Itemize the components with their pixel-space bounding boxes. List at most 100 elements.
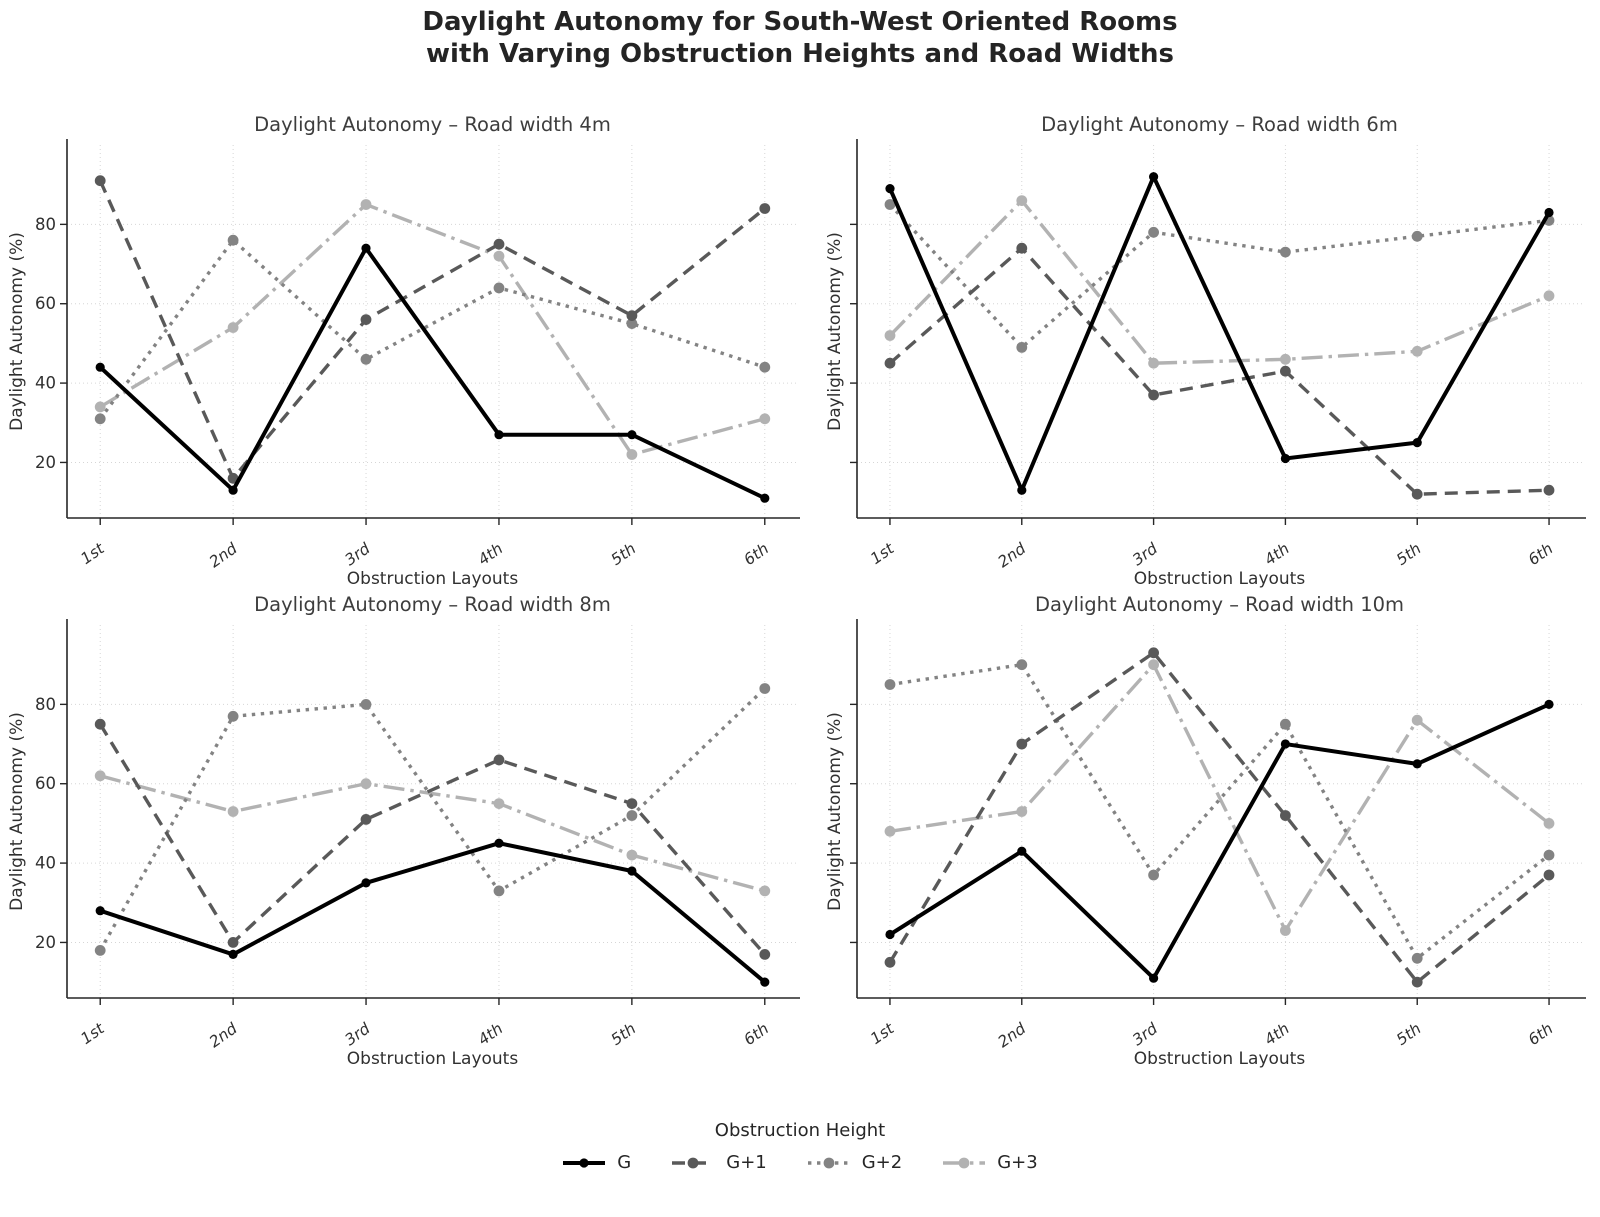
data-point-marker — [360, 778, 372, 790]
subplot-road-width-4m: 20 40 60 80 1st 2nd 3rd 4th 5th 6th Obstruction La… — [0, 100, 802, 600]
data-point-marker — [885, 929, 895, 940]
legend-marker — [823, 1157, 835, 1168]
legend-sample-gplus1 — [672, 1157, 715, 1168]
data-point-marker — [94, 945, 106, 956]
data-point-marker — [1280, 453, 1290, 464]
x-tick-label: 1st — [867, 1019, 898, 1048]
legend-label: G+2 — [861, 1152, 903, 1173]
legend-item-gplus2: G+2 — [807, 1152, 902, 1173]
data-point-marker — [1017, 846, 1027, 856]
axes-spines — [66, 619, 802, 999]
x-tick-label: 6th — [741, 1020, 772, 1050]
data-point-marker — [760, 977, 770, 987]
legend-item-gplus1: G+1 — [671, 1152, 767, 1173]
figure-title-line1: Daylight Autonomy for South-West Oriente… — [422, 7, 1178, 37]
data-point-marker — [626, 310, 638, 321]
plot-title: Daylight Autonomy – Road width 6m — [1041, 113, 1398, 136]
data-point-marker — [361, 878, 371, 888]
x-tick-label: 6th — [741, 540, 772, 570]
data-point-marker — [626, 849, 638, 861]
plot-title: Daylight Autonomy – Road width 4m — [254, 113, 611, 136]
data-point-marker — [227, 234, 239, 246]
data-point-marker — [759, 885, 771, 897]
x-tick-label: 3rd — [342, 1019, 374, 1049]
data-point-marker — [627, 866, 637, 876]
x-tick-label: 5th — [1393, 1020, 1424, 1050]
series-line — [888, 702, 1550, 982]
gridlines — [67, 625, 798, 998]
data-point-marker — [227, 710, 239, 722]
y-axis-label: Daylight Autonomy (%) — [825, 232, 845, 431]
data-point-marker — [1411, 345, 1423, 357]
series-g — [885, 699, 1554, 983]
data-point-marker — [360, 699, 372, 710]
data-point-marker — [360, 353, 372, 365]
series-line — [888, 198, 1550, 365]
data-point-marker — [494, 838, 504, 848]
data-point-marker — [94, 718, 106, 730]
data-point-marker — [228, 485, 238, 495]
data-point-marker — [493, 754, 505, 766]
data-point-marker — [1016, 342, 1028, 353]
series-line — [99, 202, 766, 457]
data-point-marker — [493, 238, 505, 250]
data-point-marker — [884, 956, 896, 968]
data-point-marker — [1543, 290, 1555, 302]
series-line — [888, 650, 1551, 985]
x-tick-label: 4th — [1261, 540, 1292, 570]
data-point-marker — [884, 825, 896, 837]
series-gplus1 — [94, 175, 771, 484]
legend-item-gplus3: G+3 — [942, 1152, 1038, 1173]
data-point-marker — [759, 361, 771, 373]
series-line — [98, 180, 766, 482]
series-gplus1 — [884, 647, 1555, 988]
data-point-marker — [1543, 869, 1555, 881]
x-tick-label: 4th — [475, 540, 506, 570]
legend-items: G G+1 G+2 G+3 — [562, 1152, 1038, 1173]
subplot-road-width-8m: 20 40 60 80 1st 2nd 3rd 4th 5th 6th Obstruction La… — [0, 580, 802, 1080]
data-point-marker — [1411, 488, 1423, 500]
series-gplus2 — [94, 683, 771, 956]
x-tick-label: 1st — [78, 539, 109, 568]
data-point-marker — [95, 362, 105, 372]
data-point-marker — [1148, 357, 1159, 369]
x-tick-label: 1st — [78, 1019, 109, 1048]
data-point-marker — [493, 885, 505, 897]
figure-title: Daylight Autonomy for South-West Oriente… — [0, 6, 1600, 70]
subplot-road-width-10m: 1st 2nd 3rd 4th 5th 6th Obstruction Layouts Day… — [800, 580, 1600, 1080]
y-tick-label: 40 — [35, 374, 56, 393]
data-point-marker — [1412, 759, 1422, 769]
legend-label: G — [617, 1152, 632, 1173]
data-point-marker — [1148, 389, 1159, 401]
data-point-marker — [360, 814, 372, 825]
series-line — [99, 841, 767, 984]
legend-sample-gplus2 — [807, 1157, 850, 1168]
data-point-marker — [626, 798, 638, 809]
data-point-marker — [1280, 810, 1291, 821]
data-point-marker — [1016, 659, 1028, 671]
data-point-marker — [1148, 647, 1159, 659]
data-point-marker — [627, 430, 637, 440]
series-gplus2 — [884, 199, 1555, 353]
axis-ticks: 1st 2nd 3rd 4th 5th 6th — [850, 703, 1556, 1051]
data-point-marker — [361, 243, 371, 253]
subplot-road-width-6m: 1st 2nd 3rd 4th 5th 6th Obstruction Layouts Day… — [800, 100, 1600, 600]
x-tick-label: 4th — [1261, 1020, 1292, 1050]
data-point-marker — [759, 413, 771, 425]
data-point-marker — [1148, 226, 1159, 238]
data-point-marker — [1016, 738, 1028, 750]
x-tick-label: 5th — [1393, 540, 1424, 570]
data-point-marker — [493, 250, 505, 262]
data-point-marker — [884, 357, 896, 369]
data-point-marker — [227, 472, 239, 484]
data-point-marker — [759, 683, 771, 694]
data-point-marker — [1149, 172, 1159, 182]
legend: Obstruction Height G G+1 G+2 G+3 — [0, 1120, 1600, 1173]
axes-spines — [856, 139, 1586, 519]
series-line — [888, 203, 1550, 350]
data-point-marker — [626, 810, 638, 821]
data-point-marker — [1017, 485, 1027, 495]
data-point-marker — [1544, 207, 1554, 218]
data-point-marker — [1280, 739, 1290, 749]
data-point-marker — [227, 937, 239, 948]
